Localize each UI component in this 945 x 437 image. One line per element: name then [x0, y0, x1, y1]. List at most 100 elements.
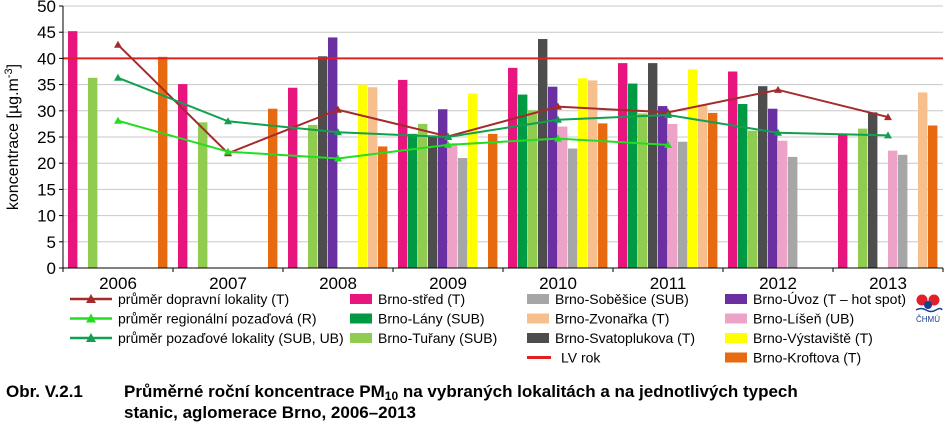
bar — [868, 112, 878, 268]
x-tick-label: 2007 — [209, 274, 247, 293]
bar — [328, 37, 338, 268]
legend-label: Brno-Výstaviště (T) — [753, 330, 873, 346]
bar — [288, 87, 298, 268]
bar — [428, 136, 438, 268]
legend-label: Brno-střed (T) — [378, 291, 465, 307]
line-point — [334, 128, 342, 136]
line-point — [444, 133, 452, 140]
legend-label: Brno-Líšeň (UB) — [753, 311, 854, 327]
legend-marker — [86, 333, 96, 342]
x-tick-label: 2012 — [759, 274, 797, 293]
line-point — [114, 40, 122, 48]
legend-label: průměr pozaďové lokality (SUB, UB) — [118, 330, 344, 346]
bar — [488, 133, 498, 268]
caption-title-part1: Průměrné roční koncentrace PM — [124, 382, 385, 401]
x-tick-label: 2009 — [429, 274, 467, 293]
bar — [368, 87, 378, 268]
y-tick-label: 5 — [47, 233, 56, 252]
x-tick-label: 2010 — [539, 274, 577, 293]
bar — [398, 79, 408, 268]
legend-swatch — [527, 294, 549, 304]
average-line — [117, 44, 889, 155]
average-lines — [114, 40, 892, 162]
line-point — [664, 140, 672, 148]
bar — [178, 84, 188, 269]
line-point — [554, 115, 562, 123]
line-point — [554, 134, 562, 142]
bar — [538, 39, 548, 269]
bar — [418, 123, 428, 269]
y-tick-label: 0 — [47, 259, 56, 278]
legend-label: LV rok — [561, 350, 601, 366]
bar — [628, 83, 638, 268]
bar — [768, 108, 778, 268]
bar — [458, 157, 468, 268]
legend-swatch — [527, 333, 549, 343]
line-point — [334, 105, 342, 113]
bar — [198, 122, 208, 268]
legend-swatch — [527, 313, 549, 324]
bar — [758, 86, 768, 268]
bar — [838, 134, 848, 268]
bar — [648, 63, 658, 269]
bar — [928, 125, 938, 268]
legend-label: Brno-Úvoz (T – hot spot) — [753, 291, 906, 307]
bar — [598, 123, 608, 268]
bar — [748, 130, 758, 268]
y-tick-labels: 0 5 10 15 20 25 30 35 40 45 50 — [37, 0, 56, 278]
bar — [318, 56, 328, 268]
bar — [568, 148, 578, 268]
legend-swatch — [725, 294, 747, 304]
caption-title-line2: stanic, aglomerace Brno, 2006–2013 — [124, 403, 416, 422]
x-tick-label: 2008 — [319, 274, 357, 293]
legend-label: průměr dopravní lokality (T) — [118, 291, 289, 307]
bar — [88, 77, 98, 269]
legend-label: Brno-Soběšice (SUB) — [555, 291, 689, 307]
x-tick-label: 2011 — [650, 274, 687, 293]
line-point — [884, 113, 892, 121]
bar — [448, 143, 458, 268]
bar — [728, 71, 738, 268]
legend-swatch — [350, 294, 372, 304]
legend-swatch — [725, 352, 747, 363]
line-point — [774, 128, 782, 136]
line-point — [884, 131, 892, 139]
average-line — [117, 119, 669, 160]
bar — [578, 78, 588, 268]
y-tick-label: 35 — [37, 76, 56, 95]
bar — [778, 140, 788, 268]
bar — [508, 67, 518, 268]
line-point — [774, 85, 782, 93]
y-tick-label: 40 — [37, 49, 56, 68]
bar — [588, 80, 598, 269]
bar — [548, 86, 558, 268]
bar — [558, 126, 568, 269]
y-tick-label: 15 — [37, 180, 56, 199]
y-tick-label: 45 — [37, 23, 56, 42]
bar — [638, 113, 648, 268]
legend-label: Brno-Svatoplukova (T) — [555, 330, 695, 346]
bar — [788, 156, 798, 268]
chmu-logo-icon — [915, 294, 943, 313]
bar — [898, 154, 908, 268]
bar — [268, 108, 278, 268]
chmu-logo-text: ČHMÚ — [916, 315, 940, 324]
bar — [378, 146, 388, 268]
bar — [688, 69, 698, 269]
average-line — [117, 76, 889, 139]
caption-subscript: 10 — [384, 389, 399, 403]
line-point — [114, 116, 122, 124]
bar — [618, 63, 628, 269]
legend-swatch — [350, 333, 372, 343]
bar-marks — [68, 31, 938, 269]
bar — [408, 133, 418, 268]
y-tick-label: 10 — [37, 207, 56, 226]
y-axis-label: koncentrace [µg.m-3] — [3, 64, 22, 210]
figure-caption: Obr. V.2.1 Průměrné roční koncentrace PM1… — [6, 381, 941, 423]
bar — [918, 92, 928, 269]
x-tick-label: 2006 — [99, 274, 137, 293]
line-point — [224, 117, 232, 125]
legend: průměr dopravní lokality (T) průměr regio… — [70, 291, 906, 366]
legend-swatch — [725, 313, 747, 324]
y-tick-label: 50 — [37, 0, 56, 16]
